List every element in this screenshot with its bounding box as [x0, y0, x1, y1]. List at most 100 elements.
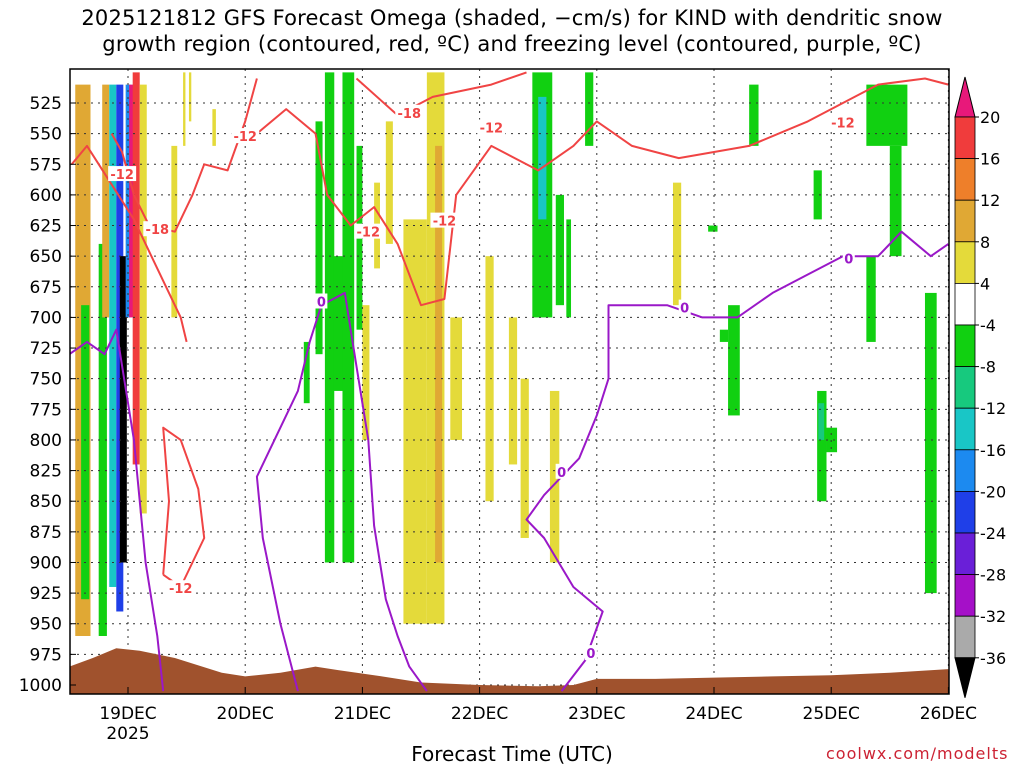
colorbar: 20 16 12 8 4 -4 -8 -12 -16 -20 -24 -28 -32 -36 [954, 76, 1006, 698]
colorbar-label: -20 [980, 482, 1006, 501]
y-tick-label: 950 [30, 615, 62, 635]
y-tick-label: 1000 [19, 676, 62, 696]
dgz-label-bg [477, 119, 506, 135]
omega-cell [132, 72, 140, 465]
colorbar-swatch [954, 574, 976, 617]
omega-cell [817, 390, 827, 502]
omega-cell [708, 225, 718, 232]
omega-cell [485, 256, 494, 502]
dgz-label: -12 [110, 168, 134, 183]
omega-cell [125, 84, 131, 318]
dgz-label: -12 [433, 215, 457, 230]
freezing-label: 0 [680, 302, 689, 317]
x-tick-label: 25DEC [803, 704, 860, 724]
y-tick-label: 850 [30, 492, 62, 512]
colorbar-swatch [954, 116, 976, 159]
terrain-layer [70, 648, 949, 694]
dgz-label: -12 [233, 130, 257, 145]
omega-cell [508, 317, 518, 465]
dgz-label: -12 [357, 226, 381, 241]
y-tick-label: 650 [30, 247, 62, 267]
freezing-label-bg [842, 250, 855, 266]
omega-cell [183, 72, 186, 146]
colorbar-label: -28 [980, 566, 1006, 585]
colorbar-swatch [954, 449, 976, 492]
colorbar-swatch [954, 241, 976, 284]
colorbar-swatch [954, 615, 976, 659]
dgz-contour [70, 144, 188, 343]
y-tick-label: 975 [30, 645, 62, 665]
dgz-label-bg [166, 580, 195, 596]
omega-cell [818, 403, 825, 440]
omega-cell [119, 256, 127, 563]
x-tick-label: 24DEC [685, 704, 742, 724]
freezing-label: 0 [844, 253, 853, 268]
omega-cell [520, 378, 529, 538]
omega-cell [403, 219, 427, 624]
y-tick-label: 825 [30, 462, 62, 482]
y-axis: 525 550 575 600 625 650 675 700 725 750 775 800 825 8… [19, 94, 76, 696]
colorbar-swatch [954, 490, 976, 534]
colorbar-swatch [954, 199, 976, 243]
omega-cell [98, 243, 107, 636]
dgz-label-bg [354, 223, 383, 239]
omega-cell [188, 72, 192, 122]
colorbar-label: 8 [980, 233, 990, 252]
dgz-label: -18 [146, 223, 170, 238]
y-tick-label: 525 [30, 94, 62, 114]
y-tick-label: 750 [30, 370, 62, 390]
y-tick-label: 725 [30, 339, 62, 359]
freezing-label: 0 [557, 466, 566, 481]
x-tick-label: 21DEC [334, 704, 391, 724]
freezing-label: 0 [317, 295, 326, 310]
dgz-label-bg [143, 221, 172, 237]
y-tick-label: 775 [30, 400, 62, 420]
colorbar-label: -36 [980, 649, 1006, 668]
colorbar-label: 16 [980, 150, 1000, 169]
dgz-label: -18 [398, 107, 422, 122]
y-tick-label: 925 [30, 584, 62, 604]
omega-cell [555, 194, 564, 306]
dgz-label-bg [395, 104, 424, 120]
credit-text: coolwx.com/modelts [826, 744, 1009, 763]
freezing-label-bg [315, 293, 328, 309]
y-tick-label: 550 [30, 125, 62, 145]
colorbar-label: 4 [980, 274, 990, 293]
x-tick-label: 26DEC [920, 704, 977, 724]
colorbar-label: -16 [980, 441, 1006, 460]
colorbar-label: -32 [980, 607, 1006, 626]
y-tick-label: 875 [30, 523, 62, 543]
dgz-label: -12 [831, 117, 855, 132]
x-axis: 19DEC 20DEC 21DEC 22DEC 23DEC 24DEC 25DEC 26DEC… [99, 687, 977, 744]
colorbar-label: -4 [980, 316, 996, 335]
dgz-label: -12 [480, 122, 504, 137]
freezing-label-bg [678, 299, 691, 315]
x-tick-label: 20DEC [217, 704, 274, 724]
colorbar-swatch [954, 324, 976, 367]
omega-cell [435, 145, 443, 563]
omega-cell [315, 121, 323, 355]
omega-cell [362, 305, 370, 440]
omega-shading [75, 72, 937, 636]
dgz-label-bg [108, 166, 137, 182]
colorbar-swatch [954, 158, 976, 201]
colorbar-label: -12 [980, 399, 1006, 418]
y-tick-label: 575 [30, 155, 62, 175]
colorbar-label: -24 [980, 524, 1006, 543]
y-tick-label: 900 [30, 553, 62, 573]
colorbar-swatch [954, 407, 976, 451]
dgz-contour [256, 77, 949, 307]
omega-cell [549, 390, 560, 563]
omega-cell [566, 219, 572, 318]
freezing-label: 0 [586, 647, 595, 662]
omega-cell [889, 145, 902, 257]
freezing-contour [70, 328, 165, 692]
omega-cell [585, 72, 594, 146]
x-tick-label: 23DEC [568, 704, 625, 724]
colorbar-label: 20 [980, 108, 1000, 127]
freezing-label-bg [555, 463, 568, 479]
chart-title-line2: growth region (contoured, red, ºC) and f… [102, 32, 922, 56]
terrain-surface [70, 648, 949, 694]
dgz-label-bg [828, 114, 857, 130]
colorbar-bottom-arrow [954, 657, 976, 698]
